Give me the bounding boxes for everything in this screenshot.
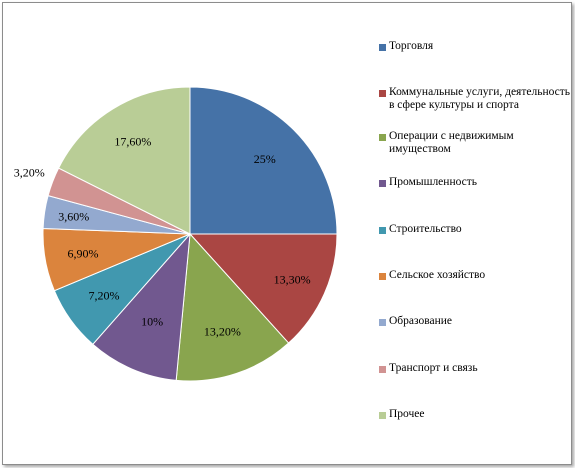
legend-label: Сельское хозяйство: [389, 269, 486, 281]
legend-label: Образование: [389, 315, 453, 327]
pie-slices: [42, 86, 338, 382]
slice-data-label: 17,60%: [114, 134, 151, 148]
pie-slice: [175, 232, 290, 382]
legend-swatch: [379, 273, 386, 280]
pie-slice: [57, 86, 191, 235]
slice-data-label: 3,20%: [14, 166, 45, 180]
legend-label: Операции с недвижимым имуществом: [389, 130, 514, 155]
legend-label: Коммунальные услуги, деятельность в сфер…: [389, 86, 571, 111]
slice-data-label: 10%: [141, 315, 163, 329]
slice-data-label: 25%: [254, 152, 276, 166]
legend-swatch: [379, 134, 386, 141]
pie-slice: [92, 232, 191, 381]
legend-swatch: [379, 366, 386, 373]
legend-swatch: [379, 227, 386, 234]
slice-data-label: 7,20%: [89, 289, 120, 303]
pie-chart: 25% 13,30% 13,20% 10% 7,20% 6,90% 3,60% 3,20% 17…: [14, 86, 338, 382]
legend-label: Промышленность: [389, 176, 478, 188]
legend-label: Торговля: [389, 40, 434, 52]
slice-data-label: 13,30%: [274, 272, 311, 286]
legend-swatch: [379, 180, 386, 187]
legend-swatch: [379, 319, 386, 326]
legend: Торговля Коммунальные услуги, деятельност…: [379, 37, 571, 427]
pie-slice: [189, 86, 338, 235]
legend-swatch: [379, 44, 386, 51]
legend-label: Транспорт и связь: [389, 362, 478, 374]
slice-data-label: 3,60%: [58, 209, 89, 223]
legend-swatch: [379, 412, 386, 419]
pie-data-labels: 25% 13,30% 13,20% 10% 7,20% 6,90% 3,60% 3,20% 17…: [14, 134, 311, 338]
pie-slice: [188, 233, 338, 344]
legend-swatch: [379, 90, 386, 97]
legend-label: Прочее: [389, 408, 425, 420]
slice-data-label: 13,20%: [204, 325, 241, 339]
slice-data-label: 6,90%: [68, 246, 99, 260]
legend-label: Строительство: [389, 223, 462, 235]
